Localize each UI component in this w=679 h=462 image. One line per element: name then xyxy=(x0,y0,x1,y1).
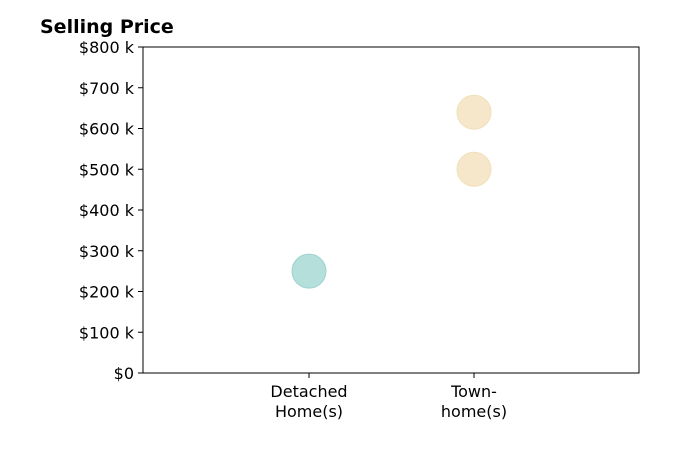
x-axis: Detached Home(s) Town-home(s) xyxy=(270,373,507,421)
plot-frame xyxy=(142,46,640,374)
y-tick-label: $500 k xyxy=(79,160,135,179)
y-axis: $0 $100 k $200 k $300 k $400 k $500 k $600 k $7… xyxy=(79,38,143,383)
y-tick-label: $600 k xyxy=(79,120,135,139)
y-tick-label: $800 k xyxy=(79,38,135,57)
chart-title: Selling Price xyxy=(40,16,174,38)
data-point xyxy=(456,94,492,130)
y-tick-label: $0 xyxy=(114,364,134,383)
x-tick-label: Town-home(s) xyxy=(441,382,507,421)
y-tick-label: $200 k xyxy=(79,283,135,302)
y-tick-label: $300 k xyxy=(79,242,135,261)
y-tick-label: $400 k xyxy=(79,201,135,220)
data-point xyxy=(291,253,327,289)
y-tick-label: $700 k xyxy=(79,79,135,98)
points-layer xyxy=(291,94,492,289)
y-tick-label: $100 k xyxy=(79,323,135,342)
x-tick-label: Detached Home(s) xyxy=(270,382,347,421)
data-point xyxy=(456,151,492,187)
